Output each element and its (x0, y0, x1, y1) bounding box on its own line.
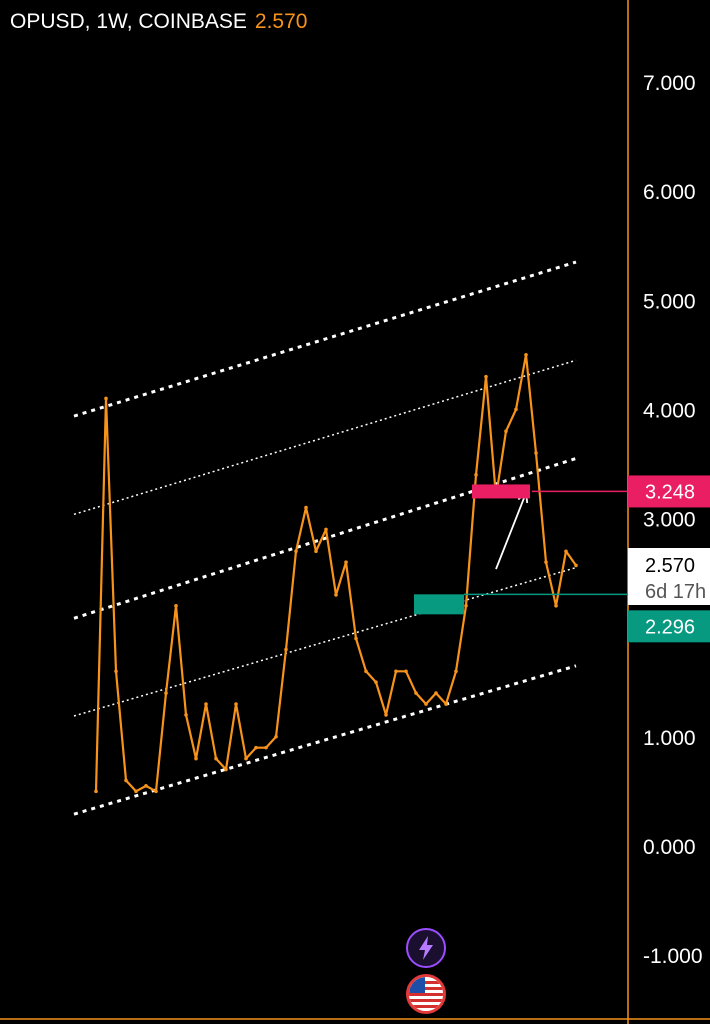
price-point (474, 473, 478, 477)
price-point (304, 505, 308, 510)
axis-tick-label: 4.000 (643, 399, 696, 422)
price-point (334, 593, 338, 597)
price-point (404, 669, 408, 674)
bar-countdown: 6d 17h (645, 581, 706, 603)
support-zone (414, 594, 464, 615)
price-point (464, 604, 468, 608)
resistance-zone (472, 484, 530, 499)
price-line (94, 353, 577, 793)
price-point (234, 702, 238, 706)
price-point (564, 549, 568, 554)
axis-tick-label: 3.000 (643, 509, 696, 532)
price-point (284, 647, 288, 652)
price-point (264, 745, 268, 750)
price-point (224, 767, 228, 772)
price-point (294, 549, 298, 554)
price-point (514, 407, 518, 412)
price-point (164, 691, 168, 695)
price-point (114, 669, 118, 674)
price-point (244, 756, 248, 761)
price-point (214, 756, 218, 761)
resistance-price-label: 3.248 (532, 475, 710, 508)
price-point (454, 669, 458, 674)
svg-text:3.248: 3.248 (645, 481, 695, 503)
svg-text:2.296: 2.296 (645, 616, 695, 638)
channel-line-lower-quarter (73, 566, 577, 717)
header-price: 2.570 (254, 10, 308, 33)
price-point (364, 669, 368, 674)
support-price-label: 2.296 (464, 593, 710, 643)
channel-line-lower (73, 664, 577, 816)
price-point (504, 429, 508, 434)
channel-line-upper (73, 260, 577, 418)
price-point (344, 560, 348, 564)
price-point (574, 563, 578, 568)
price-point (444, 702, 448, 706)
price-point (194, 756, 198, 761)
price-point (354, 636, 358, 641)
price-point (524, 353, 528, 357)
price-point (534, 451, 538, 455)
price-point (134, 789, 138, 794)
price-point (374, 680, 378, 684)
price-point (154, 789, 158, 794)
current-price-value: 2.570 (645, 555, 695, 577)
axis-tick-label: 7.000 (643, 72, 696, 95)
lightning-icon[interactable] (406, 928, 446, 968)
axis-tick-label: 0.000 (643, 836, 696, 859)
axis-tick-label: 1.000 (643, 727, 696, 750)
price-point (484, 374, 488, 379)
chart-header: OPUSD, 1W, COINBASE 2.570 (10, 10, 307, 34)
axis-tick-label: 5.000 (643, 290, 696, 313)
symbol-title[interactable]: OPUSD, 1W, COINBASE (10, 10, 247, 33)
current-price-label: 2.570 6d 17h (628, 548, 710, 605)
channel-lines (73, 260, 577, 816)
price-axis: 7.000 6.000 5.000 4.000 3.000 1.000 0.000 -1.00… (643, 72, 703, 968)
price-point (104, 396, 108, 401)
channel-line-mid (73, 457, 577, 620)
price-point (384, 713, 388, 717)
price-point (414, 691, 418, 695)
price-point (94, 789, 98, 794)
price-point (434, 691, 438, 695)
arrow-annotation (495, 492, 527, 570)
price-point (544, 560, 548, 564)
axis-tick-label: -1.000 (643, 945, 703, 968)
price-point (254, 745, 258, 750)
axis-tick-label: 6.000 (643, 181, 696, 204)
price-point (204, 702, 208, 706)
price-point (184, 713, 188, 717)
price-point (324, 527, 328, 532)
price-point (424, 702, 428, 706)
price-point (274, 734, 278, 739)
price-series (94, 353, 578, 794)
price-point (394, 669, 398, 674)
us-flag-icon[interactable] (406, 974, 446, 1014)
price-point (554, 604, 558, 608)
price-point (124, 778, 128, 783)
annotations (414, 484, 530, 615)
price-point (174, 604, 178, 608)
price-point (314, 549, 318, 554)
price-point (144, 784, 148, 788)
